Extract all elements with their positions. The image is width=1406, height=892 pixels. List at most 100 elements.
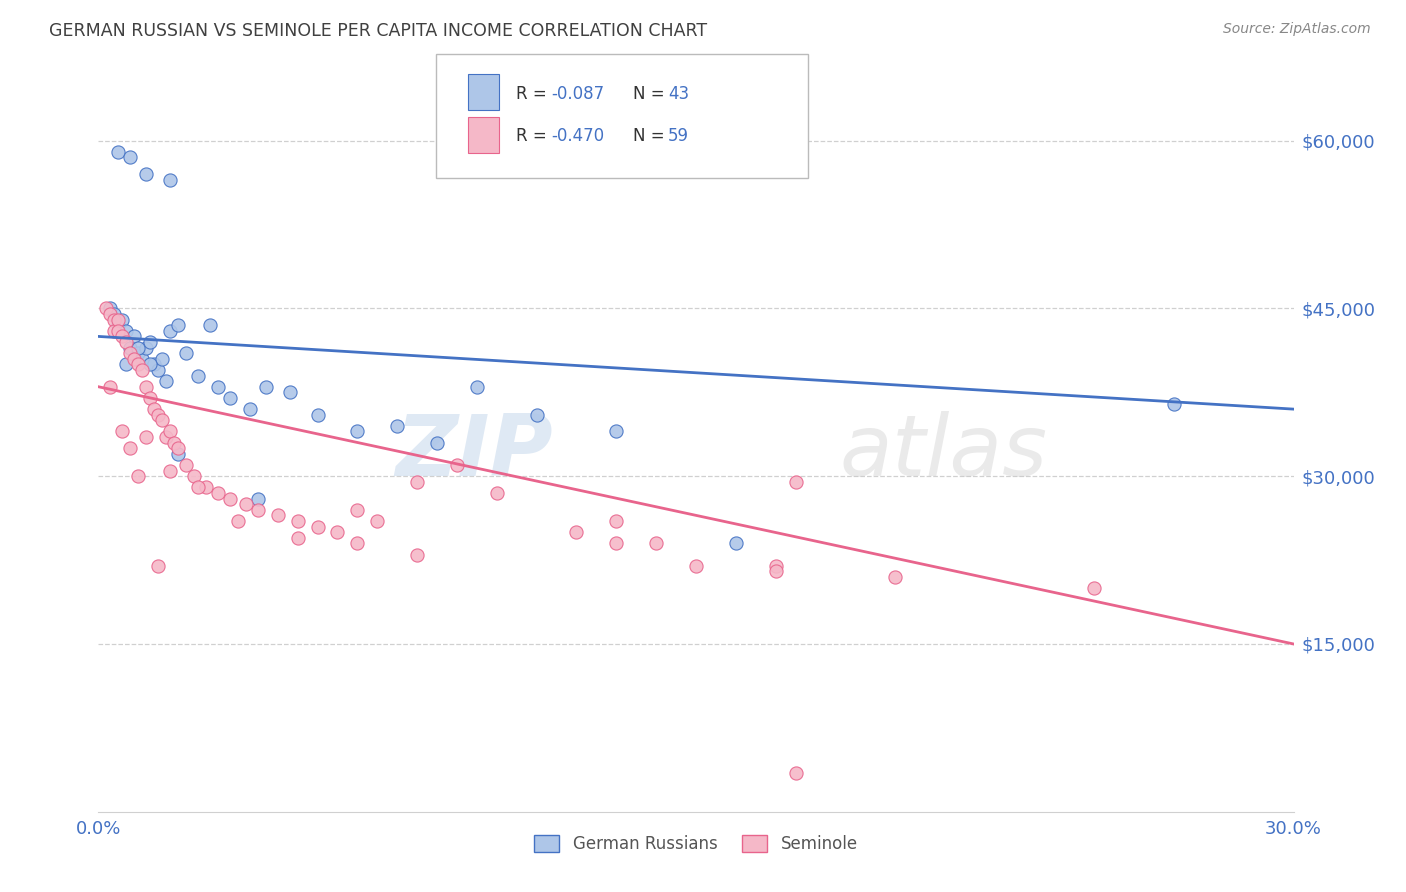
Text: -0.087: -0.087 [551,85,605,103]
Point [426,435,449,450]
Point [485,486,508,500]
Text: -0.470: -0.470 [551,128,605,145]
Point [96,301,118,316]
Point [884,570,907,584]
Point [127,469,149,483]
Point [124,329,146,343]
Point [465,380,488,394]
Point [605,514,627,528]
Point [103,312,125,326]
Point [139,391,162,405]
Point [1083,581,1105,595]
Point [605,536,627,550]
Point [159,464,181,478]
Text: atlas: atlas [839,410,1047,493]
Point [685,558,707,573]
Point [135,430,157,444]
Point [115,334,138,349]
Point [207,380,229,394]
Text: R =: R = [516,128,553,145]
Point [183,469,205,483]
Point [120,346,142,360]
Point [765,564,787,578]
Point [107,145,129,159]
Point [287,531,309,545]
Text: 43: 43 [668,85,689,103]
Point [187,368,209,383]
Point [98,307,122,321]
Point [287,514,309,528]
Point [307,408,329,422]
Point [785,765,807,780]
Point [103,307,125,321]
Point [406,548,429,562]
Point [167,318,190,333]
Point [148,363,170,377]
Point [107,312,129,326]
Point [326,525,349,540]
Point [246,502,269,516]
Point [406,475,429,489]
Point [111,329,134,343]
Point [131,363,153,377]
Point [174,346,197,360]
Point [103,324,125,338]
Point [167,447,190,461]
Point [148,408,170,422]
Point [107,318,129,333]
Point [159,173,181,187]
Point [115,324,138,338]
Point [645,536,668,550]
Point [131,351,153,366]
Text: 59: 59 [668,128,689,145]
Point [111,312,134,326]
Point [246,491,269,506]
Point [115,358,138,372]
Point [127,358,149,372]
Point [346,425,368,439]
Point [107,324,129,338]
Point [278,385,301,400]
Point [1163,396,1185,410]
Point [143,358,166,372]
Point [139,334,162,349]
Point [219,391,242,405]
Point [174,458,197,472]
Point [120,341,142,355]
Point [187,480,209,494]
Point [159,425,181,439]
Point [135,167,157,181]
Point [219,491,242,506]
Legend: German Russians, Seminole: German Russians, Seminole [527,828,865,860]
Point [159,324,181,338]
Point [167,442,190,456]
Point [163,435,186,450]
Point [124,351,146,366]
Point [239,402,262,417]
Text: N =: N = [633,128,669,145]
Point [111,425,134,439]
Point [267,508,290,523]
Point [605,425,627,439]
Point [724,536,747,550]
Text: N =: N = [633,85,669,103]
Point [139,358,162,372]
Point [155,430,177,444]
Point [155,374,177,388]
Point [143,402,166,417]
Text: ZIP: ZIP [395,410,553,493]
Point [565,525,588,540]
Text: Source: ZipAtlas.com: Source: ZipAtlas.com [1223,22,1371,37]
Point [235,497,257,511]
Point [385,418,409,433]
Point [148,558,170,573]
Point [135,380,157,394]
Point [120,442,142,456]
Point [207,486,229,500]
Point [150,413,173,427]
Point [254,380,277,394]
Point [135,341,157,355]
Text: GERMAN RUSSIAN VS SEMINOLE PER CAPITA INCOME CORRELATION CHART: GERMAN RUSSIAN VS SEMINOLE PER CAPITA IN… [49,22,707,40]
Point [307,519,329,533]
Point [765,558,787,573]
